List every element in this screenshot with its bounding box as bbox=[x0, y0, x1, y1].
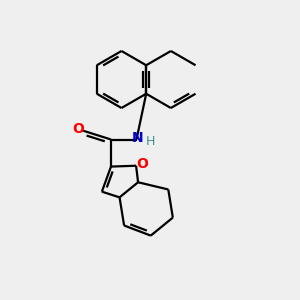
Text: O: O bbox=[72, 122, 84, 136]
Text: O: O bbox=[137, 157, 148, 171]
Text: H: H bbox=[145, 135, 155, 148]
Text: N: N bbox=[132, 131, 143, 145]
